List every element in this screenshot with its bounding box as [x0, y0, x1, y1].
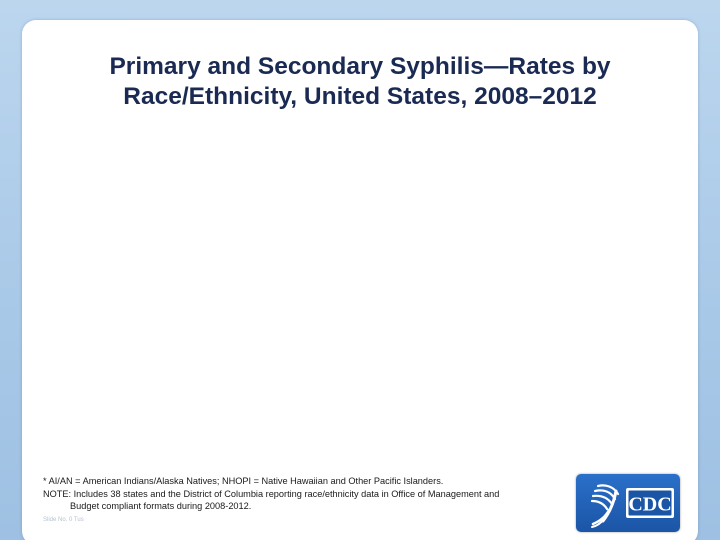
slide-number: Slide No. 0 Tus [43, 517, 84, 523]
slide-title: Primary and Secondary Syphilis—Rates by … [30, 52, 690, 112]
slide-title-line-1: Primary and Secondary Syphilis—Rates by [109, 53, 611, 80]
footnote-note-continued: Budget compliant formats during 2008-201… [70, 501, 252, 511]
cdc-logo: CDC [576, 474, 680, 532]
footnote-abbreviations: * AI/AN = American Indians/Alaska Native… [43, 476, 444, 486]
footnote-note: NOTE: Includes 38 states and the Distric… [43, 488, 500, 499]
cdc-logo-graphic: CDC [590, 484, 674, 528]
content-panel [22, 20, 698, 540]
cdc-logo-text: CDC [628, 494, 671, 516]
hhs-eagle-icon [590, 484, 620, 528]
footnotes: * AI/AN = American Indians/Alaska Native… [43, 475, 563, 513]
slide-title-line-2: Race/Ethnicity, United States, 2008–2012 [123, 83, 597, 110]
